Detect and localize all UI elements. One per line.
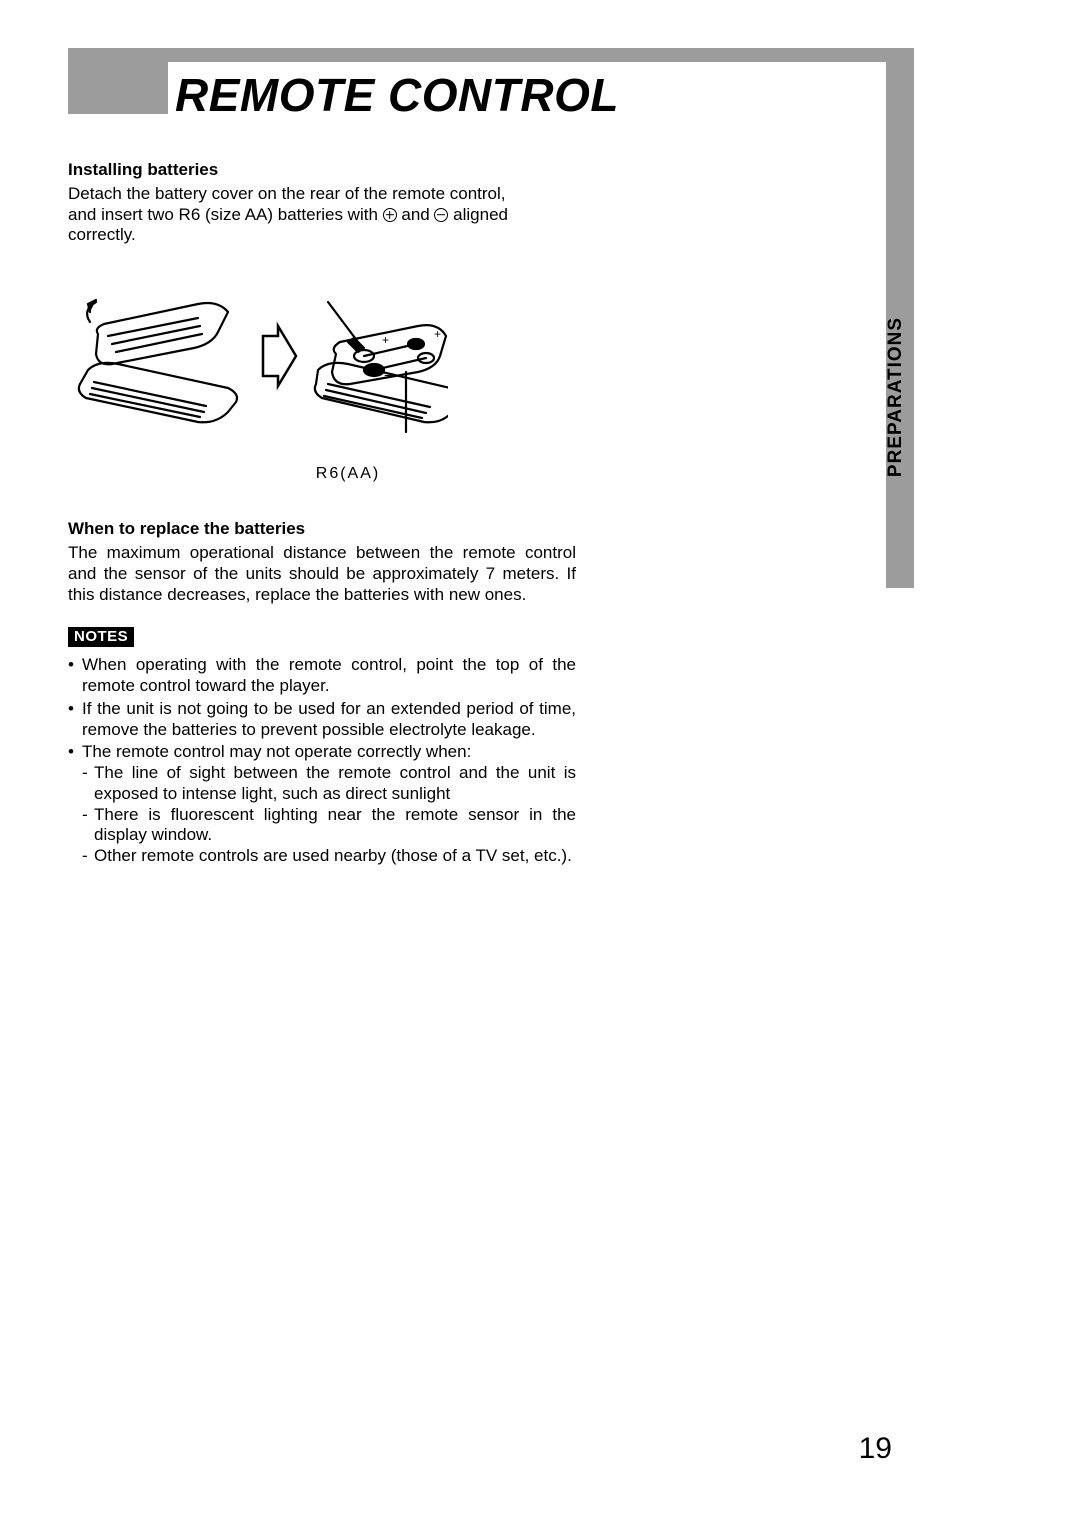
notes-list: When operating with the remote control, … xyxy=(68,655,576,866)
note-item: If the unit is not going to be used for … xyxy=(68,699,576,740)
page-number: 19 xyxy=(859,1432,892,1466)
s1-line1: Detach the battery cover on the rear of … xyxy=(68,184,506,203)
note-subitem: Other remote controls are used nearby (t… xyxy=(82,846,576,867)
title-tab-block xyxy=(68,48,168,114)
section2-heading: When to replace the batteries xyxy=(68,519,576,539)
note-subitem: The line of sight between the remote con… xyxy=(82,763,576,804)
note-text: The remote control may not operate corre… xyxy=(82,742,471,761)
battery-diagram: + + − R6(AA) xyxy=(68,264,576,483)
note-item: When operating with the remote control, … xyxy=(68,655,576,696)
notes-label: NOTES xyxy=(68,627,134,647)
section1-heading: Installing batteries xyxy=(68,160,576,180)
plus-icon xyxy=(383,208,397,222)
note-subtext: There is fluorescent lighting near the r… xyxy=(94,805,576,845)
note-text: If the unit is not going to be used for … xyxy=(82,699,576,739)
content-column: Installing batteries Detach the battery … xyxy=(68,160,576,869)
note-sublist: The line of sight between the remote con… xyxy=(82,763,576,867)
note-subtext: Other remote controls are used nearby (t… xyxy=(94,846,572,865)
svg-text:−: − xyxy=(384,367,392,383)
s1-line2c: aligned xyxy=(448,205,508,224)
page-title: REMOTE CONTROL xyxy=(175,68,619,122)
side-tab-text-wrap: PREPARATIONS xyxy=(882,48,910,588)
header-bar xyxy=(68,48,886,62)
svg-text:+: + xyxy=(382,333,389,347)
s1-line2a: and insert two R6 (size AA) batteries wi… xyxy=(68,205,383,224)
side-tab-label: PREPARATIONS xyxy=(885,317,907,477)
section2-body: The maximum operational distance between… xyxy=(68,543,576,605)
s1-line2b: and xyxy=(397,205,435,224)
note-item: The remote control may not operate corre… xyxy=(68,742,576,866)
note-text: When operating with the remote control, … xyxy=(82,655,576,695)
svg-text:+: + xyxy=(434,327,441,341)
note-subtext: The line of sight between the remote con… xyxy=(94,763,576,803)
battery-diagram-svg: + + − xyxy=(68,264,448,454)
manual-page: REMOTE CONTROL PREPARATIONS Installing b… xyxy=(0,0,1080,1526)
minus-icon xyxy=(434,208,448,222)
s1-line3: correctly. xyxy=(68,225,136,244)
diagram-caption: R6(AA) xyxy=(268,465,428,483)
section1-body: Detach the battery cover on the rear of … xyxy=(68,184,576,246)
note-subitem: There is fluorescent lighting near the r… xyxy=(82,805,576,846)
